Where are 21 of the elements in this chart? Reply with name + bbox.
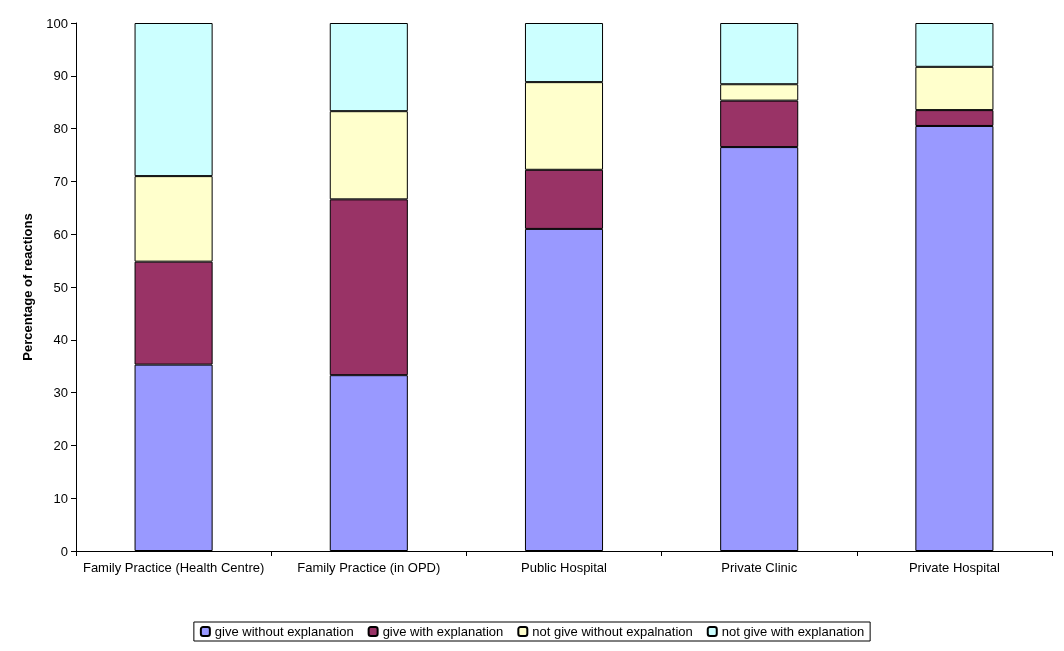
y-tick-label: 90 xyxy=(53,68,68,84)
y-tick-label: 30 xyxy=(53,385,68,401)
y-tick-label: 20 xyxy=(53,437,68,453)
y-tick-label: 40 xyxy=(53,332,68,348)
y-tick-label: 60 xyxy=(53,226,68,242)
x-tick-label: Private Clinic xyxy=(721,559,798,575)
x-tick-label: Public Hospital xyxy=(521,559,608,575)
y-tick-label: 50 xyxy=(53,279,68,295)
legend-label: not give without expalnation xyxy=(532,624,693,639)
y-tick-label: 70 xyxy=(53,173,68,189)
legend-label: give without explanation xyxy=(214,624,354,639)
y-tick-label: 0 xyxy=(60,543,68,559)
y-tick-label: 100 xyxy=(46,15,68,31)
x-tick-label: Family Practice (Health Centre) xyxy=(82,559,265,575)
y-tick-label: 80 xyxy=(53,121,68,137)
y-axis-title: Percentage of reactions xyxy=(20,213,35,361)
legend-label: not give with explanation xyxy=(721,624,865,639)
x-tick-label: Family Practice (in OPD) xyxy=(297,559,441,575)
legend-label: give with explanation xyxy=(382,624,504,639)
y-tick-label: 10 xyxy=(53,490,68,506)
x-tick-label: Private Hospital xyxy=(908,559,1001,575)
